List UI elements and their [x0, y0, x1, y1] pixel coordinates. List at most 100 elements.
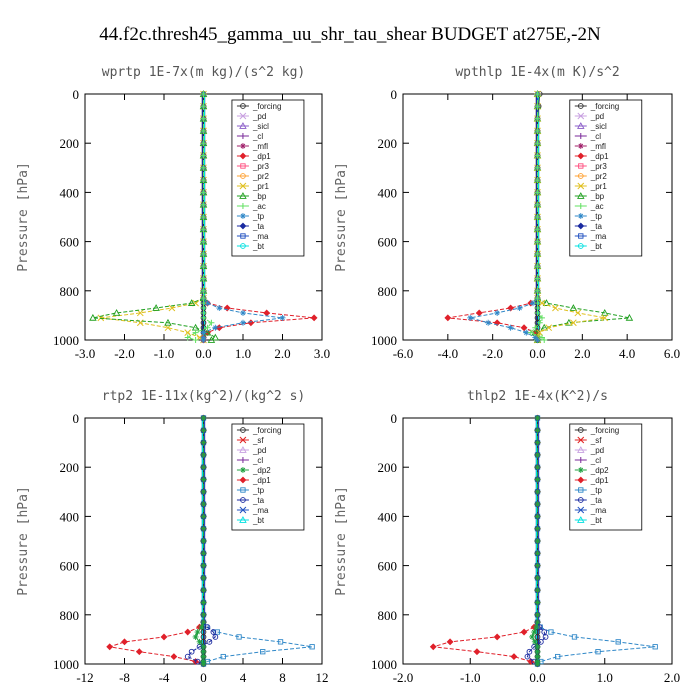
- legend-marker: [577, 152, 585, 160]
- data-point: [523, 329, 530, 336]
- legend-marker: [577, 143, 584, 149]
- legend-entry: _ac: [590, 202, 604, 211]
- series-line-dp1: [433, 418, 538, 665]
- data-point: [538, 314, 545, 321]
- y-tick-label: 0: [73, 87, 80, 102]
- legend-marker: [240, 497, 246, 503]
- data-point: [309, 644, 315, 650]
- data-point: [534, 501, 541, 508]
- data-point: [204, 624, 211, 630]
- data-point: [534, 619, 541, 626]
- data-point: [534, 287, 541, 294]
- x-tick-label: 4.0: [619, 346, 635, 361]
- data-point: [534, 201, 541, 208]
- data-point: [200, 427, 207, 434]
- data-point: [526, 648, 533, 655]
- x-tick-label: -4.0: [438, 346, 459, 361]
- legend-entry: _forcing: [252, 102, 281, 111]
- data-point: [187, 299, 196, 306]
- legend-entry: _ma: [590, 506, 607, 515]
- data-point: [494, 309, 501, 316]
- series-line-dp1: [447, 94, 538, 340]
- data-point: [534, 164, 541, 171]
- data-point: [152, 304, 160, 311]
- legend-marker: [577, 476, 585, 484]
- data-point: [534, 574, 541, 581]
- x-tick-label: 1.0: [597, 670, 613, 685]
- data-point: [574, 309, 582, 317]
- legend-entry: _pr2: [252, 172, 270, 181]
- legend-entry: _cl: [252, 456, 263, 465]
- data-point: [135, 648, 143, 656]
- data-point: [200, 648, 207, 655]
- legend-entry: _sicl: [252, 122, 269, 131]
- y-tick-label: 400: [60, 185, 80, 200]
- data-point: [160, 633, 168, 641]
- y-axis-label: Pressure [hPa]: [334, 162, 349, 272]
- data-point: [534, 464, 541, 471]
- data-point: [260, 649, 266, 655]
- legend-entry: _ma: [590, 232, 607, 241]
- x-tick-label: -4: [159, 670, 170, 685]
- legend-marker: [578, 163, 584, 169]
- x-tick-label: -12: [76, 670, 93, 685]
- data-point: [475, 309, 483, 317]
- data-point: [211, 333, 220, 341]
- subplot-title: rtp2 1E-11x(kg^2)/(kg^2 s): [102, 389, 306, 404]
- data-point: [534, 611, 541, 618]
- legend-entry: _pr1: [252, 182, 270, 191]
- data-point: [538, 299, 546, 307]
- legend-marker: [239, 122, 247, 129]
- data-point: [534, 238, 541, 245]
- data-point: [542, 299, 551, 306]
- data-point: [532, 334, 539, 341]
- x-tick-label: 12: [316, 670, 329, 685]
- subplot-3: rtp2 1E-11x(kg^2)/(kg^2 s) Pressure [hPa]…: [16, 389, 329, 685]
- data-point: [542, 634, 549, 640]
- data-point: [200, 587, 207, 594]
- data-point: [520, 324, 528, 332]
- legend-entry: _dp1: [252, 152, 271, 161]
- legend: _forcing_pd_sicl_cl_mfl_dp1_pr3_pr2_pr1_…: [569, 99, 643, 257]
- y-tick-label: 600: [60, 559, 80, 574]
- legend-marker: [239, 152, 247, 160]
- data-point: [534, 661, 541, 667]
- legend: _forcing_sf_pd_cl_dp2_dp1_tp_ta_ma_bt: [231, 423, 305, 531]
- data-point: [279, 314, 286, 321]
- data-point: [196, 638, 203, 645]
- data-point: [240, 319, 246, 326]
- data-point: [212, 634, 219, 640]
- y-tick-label: 800: [60, 608, 80, 623]
- y-tick-label: 0: [391, 411, 398, 426]
- series-line-bp: [92, 94, 217, 341]
- data-point: [194, 629, 201, 636]
- data-point: [216, 305, 223, 312]
- y-tick-label: 0: [391, 87, 398, 102]
- legend-marker: [578, 487, 584, 493]
- legend-entry: _pr3: [590, 162, 608, 171]
- x-tick-label: 6.0: [664, 346, 680, 361]
- data-point: [507, 324, 514, 331]
- legend-marker: [577, 457, 584, 463]
- data-point: [534, 643, 541, 650]
- data-point: [534, 263, 541, 270]
- y-tick-label: 200: [60, 136, 80, 151]
- data-point: [200, 164, 207, 171]
- data-point: [429, 643, 437, 651]
- legend-entry: _tp: [252, 486, 265, 495]
- y-axis-label: Pressure [hPa]: [16, 486, 31, 596]
- subplot-2: wpthlp 1E-4x(m K)/s^2 Pressure [hPa] -6.0 -…: [334, 65, 680, 361]
- legend-marker: [240, 163, 246, 169]
- y-tick-label: 1000: [53, 657, 79, 672]
- y-tick-label: 600: [378, 559, 398, 574]
- data-point: [595, 649, 601, 655]
- data-point: [200, 287, 207, 294]
- y-tick-label: 200: [60, 460, 80, 475]
- legend-entry: _ta: [590, 496, 603, 505]
- legend-marker: [240, 173, 246, 179]
- data-point: [534, 103, 541, 110]
- data-point: [200, 513, 207, 520]
- data-point: [200, 275, 207, 282]
- legend-marker: [577, 446, 585, 453]
- y-tick-label: 600: [378, 235, 398, 250]
